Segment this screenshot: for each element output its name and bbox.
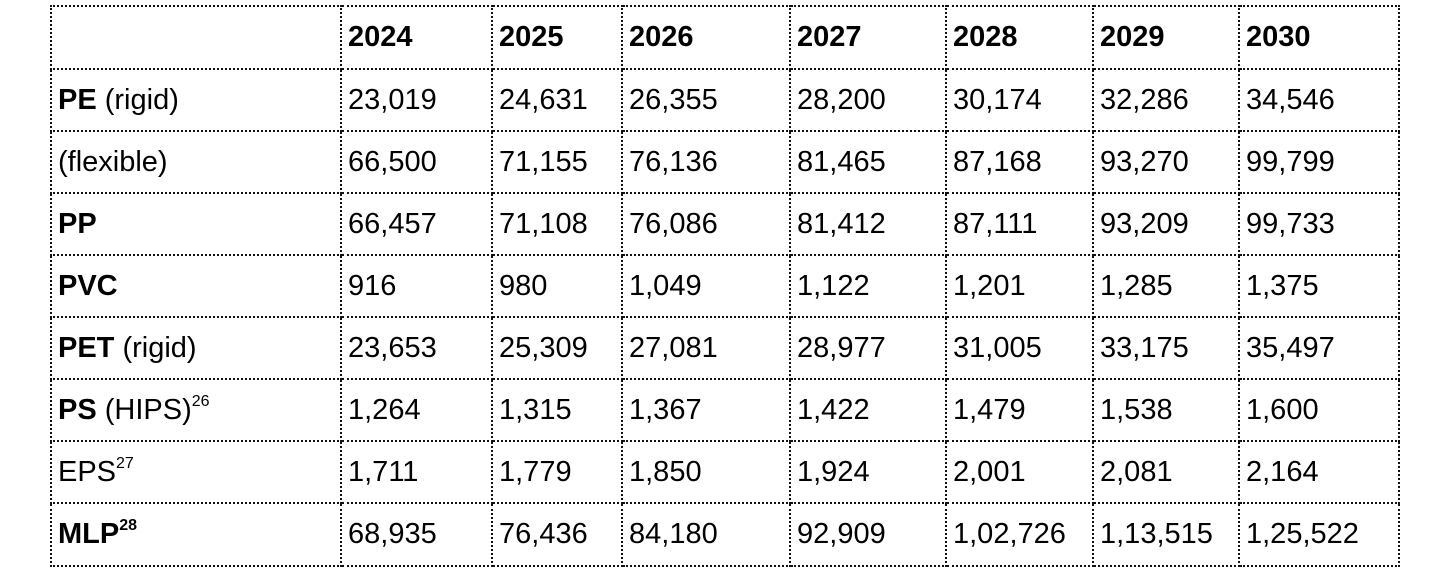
table-row: (flexible) 66,500 71,155 76,136 81,465 87,168… [50, 130, 1400, 194]
row-label-cell: PP [50, 192, 342, 256]
value-cell: 66,457 [340, 192, 493, 256]
value-cell: 32,286 [1092, 68, 1240, 132]
row-label-bold: PVC [58, 269, 118, 302]
header-cell-year: 2026 [621, 5, 791, 70]
row-label-text: (rigid) [96, 83, 179, 116]
header-cell-year: 2025 [491, 5, 623, 70]
row-label-bold: PET [58, 331, 115, 364]
value-cell: 2,164 [1238, 440, 1400, 504]
value-cell: 93,270 [1092, 130, 1240, 194]
value-cell: 23,653 [340, 316, 493, 380]
value-cell: 1,422 [789, 378, 947, 442]
value-cell: 99,733 [1238, 192, 1400, 256]
header-cell-year: 2027 [789, 5, 947, 70]
table-row: EPS27 1,711 1,779 1,850 1,924 2,001 2,081 2,164 [50, 440, 1400, 504]
row-label-bold: PE [58, 83, 97, 116]
value-cell: 81,465 [789, 130, 947, 194]
table-body: 2024 2025 2026 2027 2028 2029 2030 PE (r… [50, 5, 1400, 567]
value-cell: 916 [340, 254, 493, 318]
value-cell: 99,799 [1238, 130, 1400, 194]
table-row: PET (rigid) 23,653 25,309 27,081 28,977 31,00… [50, 316, 1400, 380]
header-row: 2024 2025 2026 2027 2028 2029 2030 [50, 5, 1400, 70]
value-cell: 1,264 [340, 378, 493, 442]
value-cell: 1,375 [1238, 254, 1400, 318]
header-cell-year: 2029 [1092, 5, 1240, 70]
row-label-cell: PS (HIPS)26 [50, 378, 342, 442]
row-label-text: (HIPS) [96, 393, 192, 426]
table-row: PE (rigid) 23,019 24,631 26,355 28,200 30,174… [50, 68, 1400, 132]
value-cell: 2,001 [945, 440, 1094, 504]
value-cell: 1,850 [621, 440, 791, 504]
value-cell: 28,977 [789, 316, 947, 380]
value-cell: 25,309 [491, 316, 623, 380]
value-cell: 1,711 [340, 440, 493, 504]
value-cell: 93,209 [1092, 192, 1240, 256]
row-label-cell: MLP28 [50, 502, 342, 567]
header-cell-empty [50, 5, 342, 70]
value-cell: 1,924 [789, 440, 947, 504]
footnote-marker: 26 [191, 392, 210, 410]
value-cell: 24,631 [491, 68, 623, 132]
value-cell: 1,367 [621, 378, 791, 442]
data-table: 2024 2025 2026 2027 2028 2029 2030 PE (r… [50, 5, 1400, 567]
value-cell: 30,174 [945, 68, 1094, 132]
value-cell: 1,315 [491, 378, 623, 442]
value-cell: 26,355 [621, 68, 791, 132]
value-cell: 87,111 [945, 192, 1094, 256]
value-cell: 27,081 [621, 316, 791, 380]
value-cell: 1,122 [789, 254, 947, 318]
value-cell: 87,168 [945, 130, 1094, 194]
row-label-text: (rigid) [114, 331, 197, 364]
value-cell: 1,02,726 [945, 502, 1094, 567]
row-label-text: (flexible) [58, 145, 168, 178]
value-cell: 71,108 [491, 192, 623, 256]
row-label-cell: PVC [50, 254, 342, 318]
value-cell: 84,180 [621, 502, 791, 567]
row-label-cell: (flexible) [50, 130, 342, 194]
value-cell: 1,049 [621, 254, 791, 318]
row-label-bold: PS [58, 393, 97, 426]
value-cell: 1,13,515 [1092, 502, 1240, 567]
table-row: PP 66,457 71,108 76,086 81,412 87,111 93,209 99… [50, 192, 1400, 256]
row-label-cell: EPS27 [50, 440, 342, 504]
footnote-marker: 28 [119, 517, 138, 534]
header-cell-year: 2028 [945, 5, 1094, 70]
value-cell: 76,436 [491, 502, 623, 567]
value-cell: 81,412 [789, 192, 947, 256]
value-cell: 1,201 [945, 254, 1094, 318]
footnote-marker: 27 [116, 454, 134, 472]
header-cell-year: 2030 [1238, 5, 1400, 70]
value-cell: 1,479 [945, 378, 1094, 442]
value-cell: 28,200 [789, 68, 947, 132]
value-cell: 34,546 [1238, 68, 1400, 132]
header-cell-year: 2024 [340, 5, 493, 70]
value-cell: 1,779 [491, 440, 623, 504]
row-label-cell: PET (rigid) [50, 316, 342, 380]
value-cell: 71,155 [491, 130, 623, 194]
value-cell: 1,538 [1092, 378, 1240, 442]
value-cell: 92,909 [789, 502, 947, 567]
value-cell: 35,497 [1238, 316, 1400, 380]
row-label-bold: MLP [58, 518, 120, 550]
table-row: PVC 916 980 1,049 1,122 1,201 1,285 1,375 [50, 254, 1400, 318]
table-row: PS (HIPS)26 1,264 1,315 1,367 1,422 1,479 1,53… [50, 378, 1400, 442]
value-cell: 33,175 [1092, 316, 1240, 380]
value-cell: 68,935 [340, 502, 493, 567]
value-cell: 2,081 [1092, 440, 1240, 504]
value-cell: 66,500 [340, 130, 493, 194]
row-label-cell: PE (rigid) [50, 68, 342, 132]
row-label-text: EPS [58, 455, 117, 488]
value-cell: 1,285 [1092, 254, 1240, 318]
value-cell: 76,136 [621, 130, 791, 194]
value-cell: 31,005 [945, 316, 1094, 380]
row-label-bold: PP [58, 207, 97, 240]
value-cell: 23,019 [340, 68, 493, 132]
value-cell: 1,25,522 [1238, 502, 1400, 567]
table-row: MLP28 68,935 76,436 84,180 92,909 1,02,726 1,1… [50, 502, 1400, 567]
value-cell: 980 [491, 254, 623, 318]
value-cell: 1,600 [1238, 378, 1400, 442]
value-cell: 76,086 [621, 192, 791, 256]
